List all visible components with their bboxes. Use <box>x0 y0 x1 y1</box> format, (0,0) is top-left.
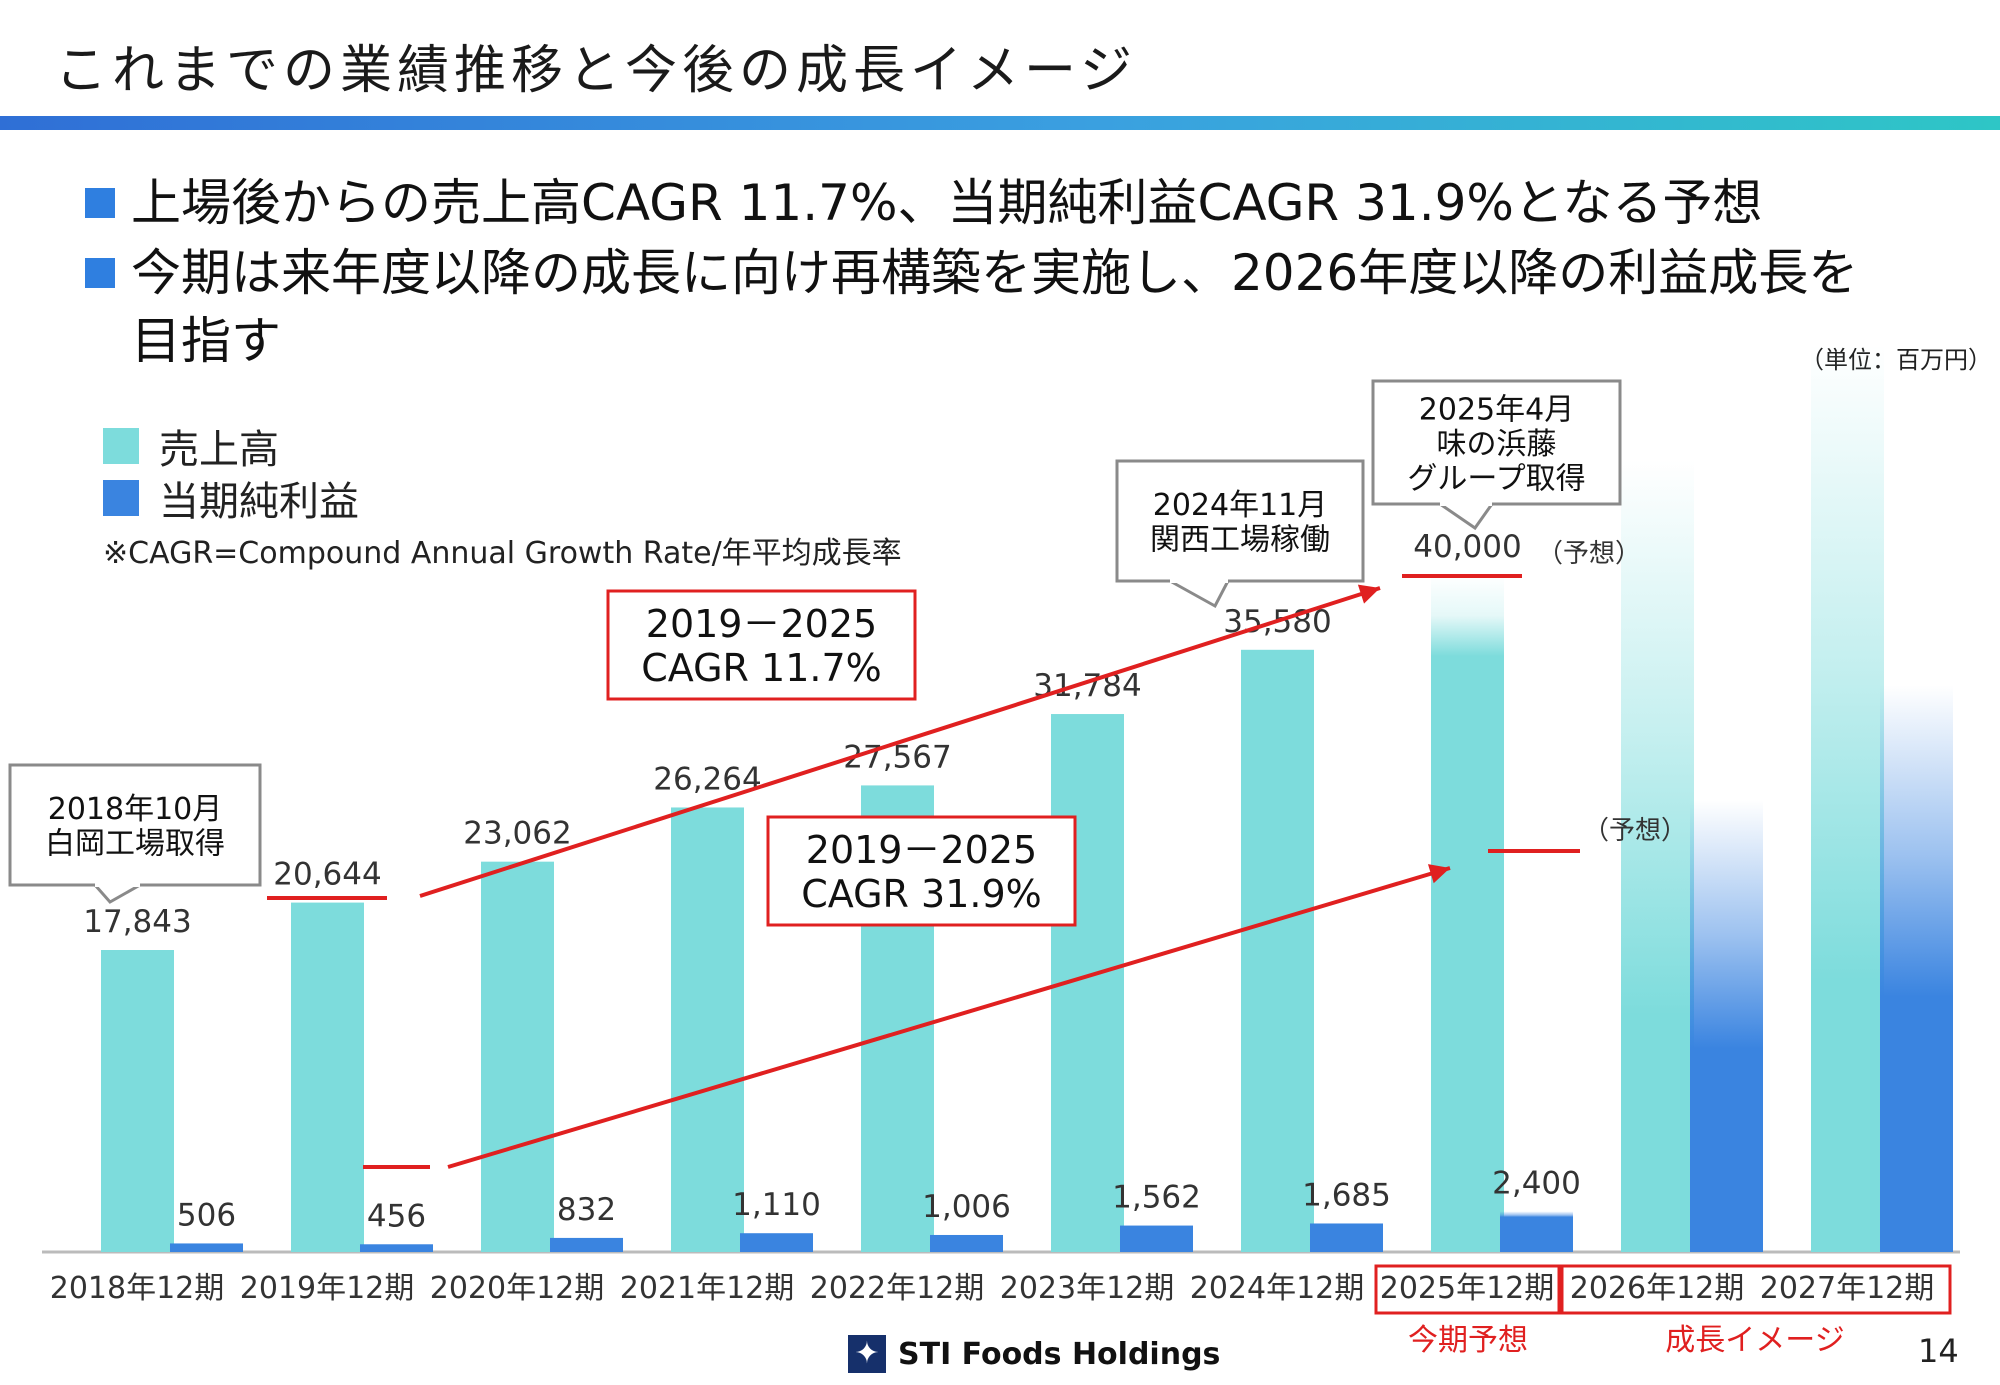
callout-2025-text: 味の浜藤 <box>1437 427 1557 462</box>
profit-growth-image-bar <box>1880 685 1953 1252</box>
profit-bar <box>740 1233 813 1252</box>
sales-growth-image-bar <box>1811 345 1884 1252</box>
profit-value-label: 1,562 <box>1112 1180 1201 1216</box>
page-number: 14 <box>1918 1332 1959 1370</box>
callout-2025-text: 2025年4月 <box>1419 392 1574 427</box>
profit-bar <box>1310 1223 1383 1252</box>
bullet-item: 上場後からの売上高CAGR 11.7%、当期純利益CAGR 31.9%となる予想 <box>85 168 1965 238</box>
callout-2024-box <box>1115 459 1365 583</box>
profit-bar <box>550 1237 623 1252</box>
sales-trend-arrow-head <box>1357 584 1380 604</box>
cagr-note: ※CAGR=Compound Annual Growth Rate/年平均成長率 <box>103 536 902 571</box>
page-title: これまでの業績推移と今後の成長イメージ <box>55 41 1137 101</box>
profit-trend-arrow <box>447 866 1451 1169</box>
profit-trend-arrow-head <box>1427 864 1450 884</box>
x-tick-label: 2018年12期 <box>50 1271 225 1306</box>
profit-bar <box>170 1243 243 1252</box>
sales-forecast-tag: （予想） <box>1537 539 1641 569</box>
cagr-profit-text: CAGR 31.9% <box>801 872 1042 916</box>
company-logo: ✦ STI Foods Holdings <box>848 1335 1220 1373</box>
title-rule <box>0 116 2000 130</box>
sales-value-label: 31,784 <box>1033 668 1141 704</box>
profit-bar <box>1120 1225 1193 1252</box>
callout-2024-text: 2024年11月 <box>1153 488 1328 523</box>
x-tick-label: 2021年12期 <box>620 1271 795 1306</box>
cagr-sales-text: 2019－2025 <box>646 602 877 646</box>
bullet-text: 上場後からの売上高CAGR 11.7%、当期純利益CAGR 31.9%となる予想 <box>131 174 1763 232</box>
x-tick-label: 2025年12期 <box>1380 1271 1555 1306</box>
growth-period-tag: 成長イメージ <box>1665 1323 1844 1358</box>
callout-2025-text: グループ取得 <box>1407 461 1585 496</box>
profit-value-label: 506 <box>177 1197 236 1233</box>
sales-trend-arrow <box>419 586 1381 898</box>
bullet-list: 上場後からの売上高CAGR 11.7%、当期純利益CAGR 31.9%となる予想… <box>85 168 1965 374</box>
sales-value-label: 40,000 <box>1413 529 1521 565</box>
current-period-tag: 今期予想 <box>1408 1323 1528 1358</box>
x-tick-label: 2024年12期 <box>1190 1271 1365 1306</box>
sales-bar <box>1431 574 1504 1252</box>
bullet-square-icon <box>85 188 115 218</box>
bullet-text: 今期は来年度以降の成長に向け再構築を実施し、2026年度以降の利益成長を <box>131 244 1859 302</box>
legend-item-sales: 売上高 <box>103 420 359 473</box>
logo-star-icon: ✦ <box>848 1335 886 1373</box>
x-tick-label: 2023年12期 <box>1000 1271 1175 1306</box>
legend-swatch-sales <box>103 428 139 464</box>
profit-bar <box>1500 1211 1573 1252</box>
sales-bar <box>101 950 174 1252</box>
callout-2025-tail <box>1435 502 1495 531</box>
profit-bar <box>930 1234 1003 1252</box>
bullet-item: 今期は来年度以降の成長に向け再構築を実施し、2026年度以降の利益成長を <box>85 238 1965 308</box>
cagr-sales-box <box>606 589 917 701</box>
cagr-profit-text: 2019－2025 <box>806 828 1037 872</box>
sales-value-label: 27,567 <box>843 739 951 775</box>
bullet-text-continuation: 目指す <box>131 312 281 370</box>
x-tick-label: 2022年12期 <box>810 1271 985 1306</box>
profit-value-label: 1,685 <box>1302 1177 1391 1213</box>
chart-legend: 売上高 当期純利益 <box>103 420 359 525</box>
current-period-box <box>1374 1264 1561 1315</box>
profit-value-label: 2,400 <box>1492 1165 1581 1201</box>
sales-value-label: 20,644 <box>273 857 381 893</box>
callout-2024-tail <box>1164 579 1231 609</box>
profit-bar <box>360 1244 433 1252</box>
bullet-square-icon <box>85 258 115 288</box>
x-tick-label: 2019年12期 <box>240 1271 415 1306</box>
x-tick-label: 2026年12期 <box>1570 1271 1745 1306</box>
legend-item-profit: 当期純利益 <box>103 472 359 525</box>
sales-value-label: 17,843 <box>83 904 191 940</box>
callout-2025-box <box>1371 379 1622 506</box>
legend-label-sales: 売上高 <box>159 427 279 473</box>
callout-2018-box <box>8 763 262 887</box>
cagr-sales-text: CAGR 11.7% <box>641 646 882 690</box>
sales-bar <box>671 807 744 1252</box>
x-tick-label: 2020年12期 <box>430 1271 605 1306</box>
company-name: STI Foods Holdings <box>898 1336 1221 1372</box>
x-tick-label: 2027年12期 <box>1760 1271 1935 1306</box>
callout-2024-text: 関西工場稼働 <box>1150 523 1330 558</box>
profit-value-label: 1,110 <box>732 1187 821 1223</box>
growth-period-box <box>1560 1264 1952 1315</box>
callout-2018-text: 白岡工場取得 <box>45 827 225 862</box>
sales-growth-image-bar <box>1621 460 1694 1252</box>
profit-value-label: 832 <box>557 1192 616 1228</box>
sales-bar <box>291 902 364 1252</box>
cagr-profit-box <box>766 815 1077 927</box>
profit-forecast-tag: （予想） <box>1583 816 1687 846</box>
legend-label-profit: 当期純利益 <box>159 479 359 525</box>
sales-bar <box>1241 649 1314 1252</box>
callout-2018-text: 2018年10月 <box>48 792 223 827</box>
callout-2018-tail <box>91 883 146 904</box>
profit-value-label: 1,006 <box>922 1189 1011 1225</box>
sales-value-label: 23,062 <box>463 816 571 852</box>
profit-growth-image-bar <box>1690 800 1763 1252</box>
sales-bar <box>481 861 554 1252</box>
legend-swatch-profit <box>103 480 139 516</box>
profit-value-label: 456 <box>367 1198 426 1234</box>
